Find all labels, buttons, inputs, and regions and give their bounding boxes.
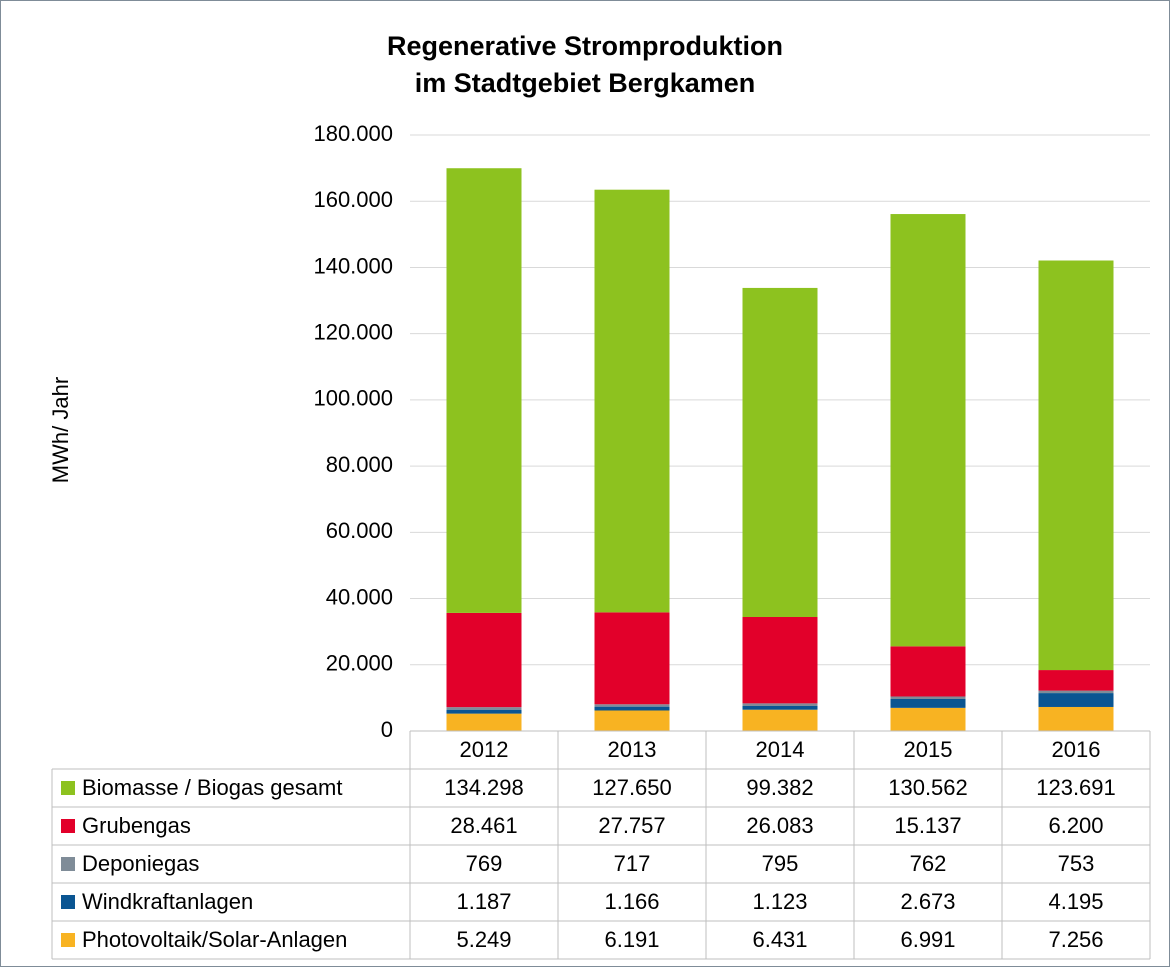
bar-segment [594,706,670,711]
legend-label: Deponiegas [82,851,199,876]
chart-title: im Stadtgebiet Bergkamen [415,68,756,98]
bar-segment [1038,693,1114,707]
table-value: 753 [1058,851,1095,876]
table-value: 769 [466,851,503,876]
x-tick-label: 2013 [608,737,657,762]
bar-segment [890,699,966,708]
legend-swatch [61,781,75,795]
table-value: 15.137 [894,813,961,838]
bar-segment [446,713,522,731]
bar-segment [594,189,670,613]
legend-label: Grubengas [82,813,191,838]
legend-label: Photovoltaik/Solar-Anlagen [82,927,347,952]
table-value: 1.166 [604,889,659,914]
y-tick-label: 100.000 [313,386,393,411]
bar-segment [594,704,670,707]
bar-segment [594,612,670,705]
bar-segment [1038,260,1114,671]
table-value: 123.691 [1036,775,1116,800]
legend-swatch [61,933,75,947]
table-value: 7.256 [1048,927,1103,952]
y-tick-label: 40.000 [326,584,393,609]
bar-segment [742,705,818,710]
bar-segment [890,707,966,731]
table-value: 134.298 [444,775,524,800]
bar-segment [1038,690,1114,694]
table-value: 6.200 [1048,813,1103,838]
y-tick-label: 180.000 [313,121,393,146]
table-value: 127.650 [592,775,672,800]
table-value: 130.562 [888,775,968,800]
y-tick-label: 160.000 [313,187,393,212]
y-tick-label: 60.000 [326,518,393,543]
bar-segment [446,707,522,710]
bar-segment [1038,706,1114,731]
bar-segment [742,709,818,731]
y-tick-label: 20.000 [326,651,393,676]
table-value: 99.382 [746,775,813,800]
bar-segment [890,646,966,697]
bar-segment [742,703,818,706]
table-value: 2.673 [900,889,955,914]
legend-swatch [61,895,75,909]
table-value: 6.431 [752,927,807,952]
table-value: 717 [614,851,651,876]
table-value: 6.991 [900,927,955,952]
table-value: 27.757 [598,813,665,838]
x-tick-label: 2016 [1052,737,1101,762]
table-value: 1.187 [456,889,511,914]
bar-segment [1038,670,1114,691]
table-value: 4.195 [1048,889,1103,914]
y-tick-label: 0 [381,717,393,742]
bar-segment [446,168,522,613]
y-tick-label: 120.000 [313,319,393,344]
x-tick-label: 2015 [904,737,953,762]
y-tick-label: 140.000 [313,253,393,278]
table-value: 6.191 [604,927,659,952]
chart-title: Regenerative Stromproduktion [387,31,783,61]
bar-segment [742,616,818,704]
bar-segment [446,709,522,714]
table-value: 795 [762,851,799,876]
bar-segment [742,287,818,617]
table-value: 762 [910,851,947,876]
table-value: 1.123 [752,889,807,914]
table-value: 28.461 [450,813,517,838]
legend-label: Windkraftanlagen [82,889,253,914]
x-tick-label: 2012 [460,737,509,762]
legend-label: Biomasse / Biogas gesamt [82,775,342,800]
bar-segment [446,612,522,708]
legend-swatch [61,857,75,871]
legend-swatch [61,819,75,833]
table-value: 26.083 [746,813,813,838]
y-axis-label: MWh/ Jahr [48,377,73,483]
bar-segment [890,696,966,700]
table-value: 5.249 [456,927,511,952]
x-tick-label: 2014 [756,737,805,762]
bar-segment [594,710,670,731]
bar-segment [890,214,966,647]
y-tick-label: 80.000 [326,452,393,477]
